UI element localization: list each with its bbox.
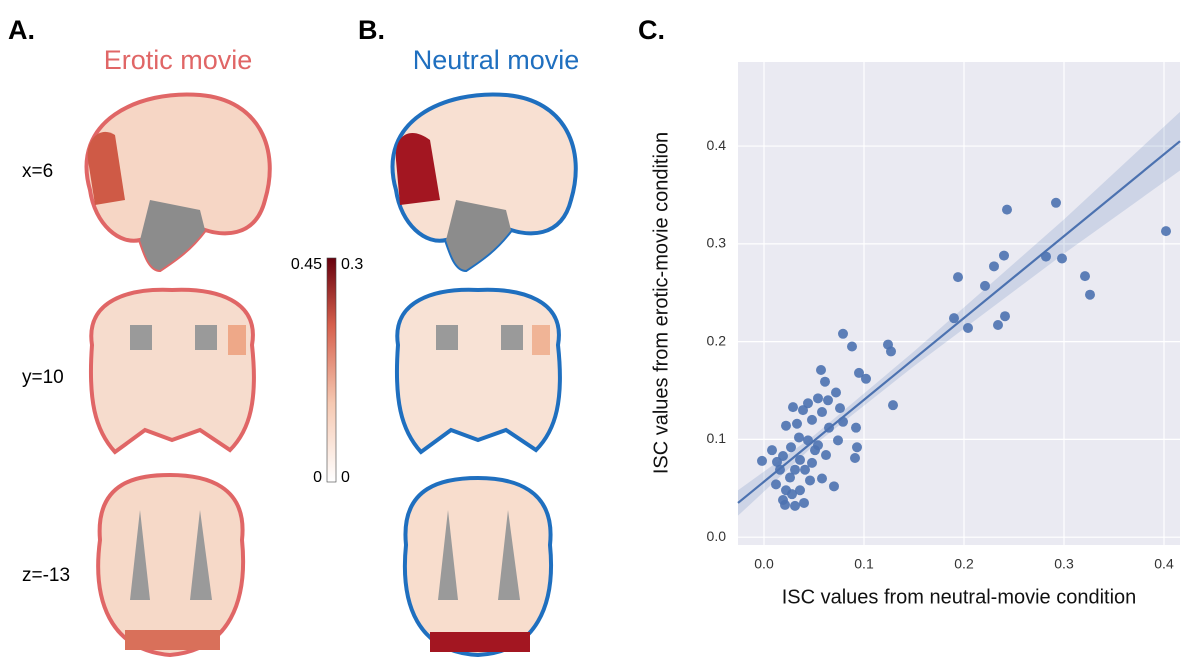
x-tick-label: 0.3 xyxy=(1054,556,1074,572)
point xyxy=(953,272,963,283)
point xyxy=(861,373,871,384)
point xyxy=(794,432,804,443)
point xyxy=(772,456,782,467)
point xyxy=(838,328,848,339)
point xyxy=(963,322,973,333)
point xyxy=(780,499,790,510)
point xyxy=(813,393,823,404)
point xyxy=(821,450,831,461)
point xyxy=(785,472,795,483)
x-tick-label: 0.4 xyxy=(1154,556,1174,572)
point xyxy=(803,435,813,446)
point xyxy=(790,464,800,475)
panel-letter: B. xyxy=(358,15,385,45)
point xyxy=(820,376,830,387)
point xyxy=(799,497,809,508)
point xyxy=(835,403,845,414)
point xyxy=(1041,251,1051,262)
point xyxy=(817,407,827,418)
point xyxy=(854,367,864,378)
point xyxy=(1085,289,1095,300)
y-tick-label: 0.1 xyxy=(707,430,727,446)
point xyxy=(800,464,810,475)
point xyxy=(851,422,861,433)
point xyxy=(807,457,817,468)
panel-letter: A. xyxy=(8,15,35,45)
point xyxy=(823,395,833,406)
slice-label: y=10 xyxy=(22,367,64,388)
point xyxy=(847,341,857,352)
point xyxy=(838,416,848,427)
point xyxy=(807,414,817,425)
point xyxy=(831,387,841,398)
point xyxy=(757,455,767,466)
y-tick-label: 0.3 xyxy=(707,235,727,251)
point xyxy=(1002,204,1012,215)
point xyxy=(993,320,1003,331)
point xyxy=(805,475,815,486)
panel-title: Erotic movie xyxy=(104,45,253,75)
y-tick-label: 0.0 xyxy=(707,528,727,544)
slice-label: z=-13 xyxy=(22,565,70,586)
point xyxy=(771,479,781,490)
point xyxy=(1000,311,1010,322)
colorbar xyxy=(326,257,337,483)
x-tick-label: 0.1 xyxy=(854,556,874,572)
colorbar-label: 0.45 xyxy=(291,256,322,273)
y-tick-label: 0.4 xyxy=(707,137,727,153)
point xyxy=(980,280,990,291)
point xyxy=(850,452,860,463)
y-tick-label: 0.2 xyxy=(707,332,727,348)
point xyxy=(816,364,826,375)
point xyxy=(813,440,823,451)
point xyxy=(886,346,896,357)
point xyxy=(852,442,862,453)
x-tick-label: 0.0 xyxy=(754,556,774,572)
point xyxy=(1080,271,1090,282)
point xyxy=(999,250,1009,261)
point xyxy=(1161,226,1171,237)
panel-title: Neutral movie xyxy=(413,45,580,75)
point xyxy=(795,485,805,496)
point xyxy=(833,435,843,446)
point xyxy=(824,422,834,433)
x-axis-label: ISC values from neutral-movie condition xyxy=(782,586,1137,608)
point xyxy=(989,261,999,272)
point xyxy=(781,420,791,431)
point xyxy=(786,442,796,453)
point xyxy=(790,500,800,511)
point xyxy=(1051,197,1061,208)
point xyxy=(767,445,777,456)
point xyxy=(888,400,898,411)
point xyxy=(798,405,808,416)
colorbar-label: 0 xyxy=(313,469,322,486)
slice-label: x=6 xyxy=(22,161,53,182)
point xyxy=(787,489,797,500)
brain-slices-a xyxy=(84,92,272,658)
point xyxy=(949,313,959,324)
panel-letter: C. xyxy=(638,15,665,45)
colorbar-label: 0 xyxy=(341,469,350,486)
brain-slices-b xyxy=(390,92,578,658)
point xyxy=(788,402,798,413)
point xyxy=(795,454,805,465)
y-axis-label: ISC values from erotic-movie condition xyxy=(650,132,672,474)
point xyxy=(775,464,785,475)
point xyxy=(1057,253,1067,264)
point xyxy=(829,481,839,492)
point xyxy=(817,473,827,484)
colorbar-label: 0.3 xyxy=(341,256,363,273)
x-tick-label: 0.2 xyxy=(954,556,974,572)
point xyxy=(792,418,802,429)
confidence-band xyxy=(738,111,1180,516)
point xyxy=(803,398,813,409)
